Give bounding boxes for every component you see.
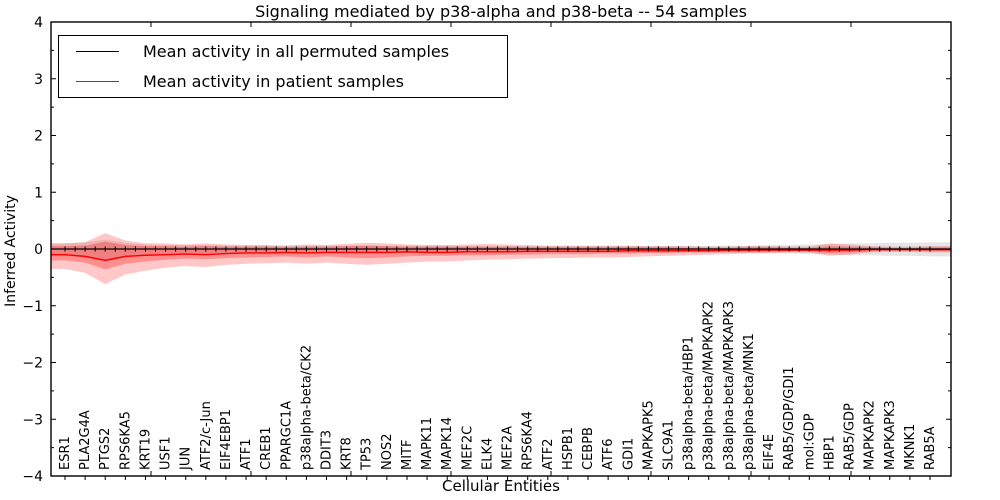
category-label: DDIT3: [320, 430, 335, 470]
category-label: CREB1: [259, 426, 274, 470]
category-label: PPARGC1A: [279, 401, 294, 470]
category-label: p38alpha-beta/MAPKAPK2: [702, 301, 717, 470]
category-label: PLA2G4A: [78, 410, 93, 470]
category-label: RPS6KA4: [521, 411, 536, 470]
category-label: JUN: [179, 447, 194, 471]
category-label: RPS6KA5: [118, 411, 133, 470]
category-label: MEF2C: [460, 426, 475, 470]
category-label: MAPK11: [420, 417, 435, 470]
category-label: MAPKAPK2: [863, 400, 878, 470]
category-label: TP53: [360, 438, 375, 471]
category-label: ATF2/c-Jun: [199, 401, 214, 470]
category-label: p38alpha-beta/MAPKAPK3: [722, 301, 737, 470]
category-label: EIF4EBP1: [219, 409, 234, 470]
category-label: p38alpha-beta/CK2: [299, 345, 314, 470]
category-label: GDI1: [621, 438, 636, 470]
category-label: KRT8: [340, 437, 355, 470]
category-label: ATF2: [541, 438, 556, 470]
legend-item-permuted: Mean activity in all permuted samples: [59, 38, 507, 64]
category-label: ELK4: [480, 438, 495, 470]
legend-label-patient: Mean activity in patient samples: [143, 72, 404, 92]
category-label: RAB5A: [923, 426, 938, 470]
chart-title: Signaling mediated by p38-alpha and p38-…: [255, 2, 747, 21]
legend: Mean activity in all permuted samples Me…: [58, 35, 508, 98]
svg-text:3: 3: [34, 72, 43, 88]
svg-text:0: 0: [34, 242, 43, 258]
category-label: NOS2: [380, 434, 395, 470]
category-label: MITF: [400, 440, 415, 470]
x-axis-label: Cellular Entities: [442, 477, 560, 495]
legend-line-red: [76, 81, 119, 83]
category-label: p38alpha-beta/MNK1: [742, 333, 757, 470]
category-label: SLC9A1: [661, 420, 676, 470]
category-label: MAPKAPK5: [641, 400, 656, 470]
category-label: EIF4E: [762, 434, 777, 470]
category-label: CEBPB: [581, 427, 596, 470]
category-label: MAPK14: [440, 417, 455, 470]
y-axis-label: Inferred Activity: [3, 195, 19, 307]
legend-label-permuted: Mean activity in all permuted samples: [143, 41, 450, 61]
svg-text:2: 2: [34, 129, 43, 145]
category-label: MKNK1: [903, 424, 918, 470]
category-label: ATF1: [239, 438, 254, 470]
category-label: HBP1: [822, 435, 837, 470]
svg-text:−3: −3: [22, 412, 43, 428]
category-label: p38alpha-beta/HBP1: [682, 336, 697, 470]
category-label: HSPB1: [561, 427, 576, 470]
category-label: MAPKAPK3: [883, 400, 898, 470]
svg-text:−1: −1: [22, 299, 43, 315]
category-label: PTGS2: [98, 428, 113, 470]
svg-text:−4: −4: [22, 469, 43, 485]
category-label: RAB5/GDP/GDI1: [782, 367, 797, 470]
category-label: mol:GDP: [802, 413, 817, 470]
svg-text:−2: −2: [22, 356, 43, 372]
svg-text:1: 1: [34, 185, 43, 201]
svg-text:4: 4: [34, 15, 43, 31]
category-label: ATF6: [601, 438, 616, 470]
legend-line-black: [76, 50, 119, 52]
category-label: RAB5/GDP: [843, 403, 858, 470]
category-label: USF1: [159, 436, 174, 470]
category-label: MEF2A: [501, 426, 516, 470]
category-label: ESR1: [58, 436, 73, 470]
legend-item-patient: Mean activity in patient samples: [59, 69, 507, 95]
category-label: KRT19: [138, 429, 153, 470]
